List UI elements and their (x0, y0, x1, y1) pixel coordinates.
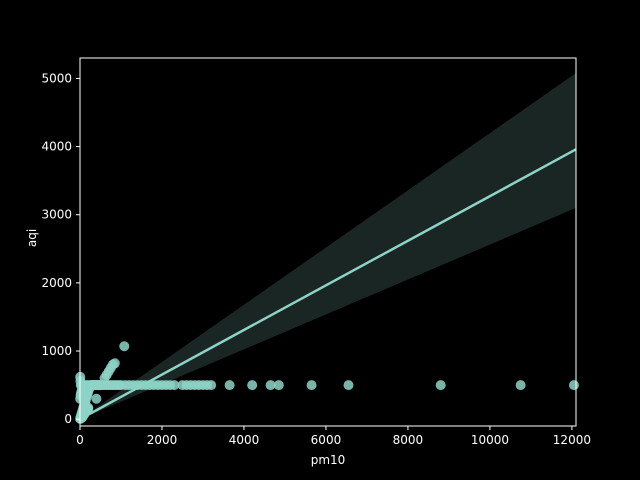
data-point (265, 380, 276, 391)
data-point (568, 380, 579, 391)
x-tick-label: 8000 (393, 433, 424, 447)
data-point (247, 380, 258, 391)
scatter-points-layer (75, 341, 579, 424)
data-point (119, 341, 130, 352)
confidence-band (80, 72, 576, 420)
x-tick-label: 12000 (553, 433, 591, 447)
regression-line (79, 148, 577, 421)
y-tick-label: 5000 (41, 71, 72, 85)
x-axis-label: pm10 (311, 453, 346, 467)
x-tick-label: 0 (76, 433, 84, 447)
data-point (273, 380, 284, 391)
data-point (224, 380, 235, 391)
plot-frame (79, 57, 577, 427)
x-tick-label: 4000 (229, 433, 260, 447)
x-tick-label: 2000 (147, 433, 178, 447)
y-tick-label: 3000 (41, 208, 72, 222)
confidence-band-layer (80, 72, 576, 420)
y-tick-label: 0 (64, 412, 72, 426)
y-tick-label: 2000 (41, 276, 72, 290)
x-tick-label: 10000 (471, 433, 509, 447)
data-point (109, 358, 120, 369)
data-point (206, 380, 217, 391)
data-point (83, 402, 94, 413)
y-tick-label: 4000 (41, 140, 72, 154)
data-point (306, 380, 317, 391)
axes-layer: 0 2000 4000 6000 8000 10000 12000 0 1000 2000 3000… (41, 57, 591, 447)
data-point (515, 380, 526, 391)
data-point (169, 380, 180, 391)
data-point (343, 380, 354, 391)
y-axis-label: aqi (25, 229, 39, 247)
regression-line-layer (79, 148, 577, 421)
x-tick-label: 6000 (311, 433, 342, 447)
y-tick-label: 1000 (41, 344, 72, 358)
data-point (91, 393, 102, 404)
data-point (435, 380, 446, 391)
